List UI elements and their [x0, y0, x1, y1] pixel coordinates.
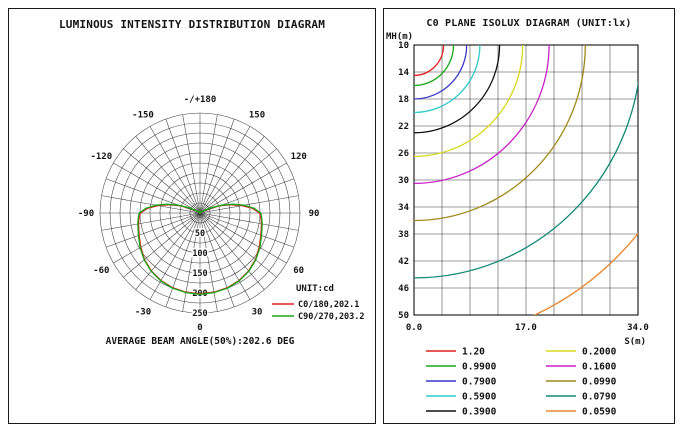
svg-text:250: 250 — [192, 309, 207, 319]
svg-text:0: 0 — [197, 323, 202, 333]
svg-text:0.0590: 0.0590 — [582, 407, 617, 418]
intensity-diagram-title: LUMINOUS INTENSITY DISTRIBUTION DIAGRAM — [58, 18, 326, 31]
svg-text:100: 100 — [192, 249, 207, 259]
svg-text:30: 30 — [398, 176, 409, 186]
svg-text:0.3900: 0.3900 — [462, 407, 497, 418]
svg-text:-90: -90 — [78, 209, 94, 219]
svg-text:AVERAGE BEAM ANGLE(50%):202.6: AVERAGE BEAM ANGLE(50%):202.6 DEG — [106, 336, 295, 347]
svg-text:14: 14 — [398, 68, 409, 78]
svg-text:0.0990: 0.0990 — [582, 377, 617, 388]
svg-text:26: 26 — [398, 149, 409, 159]
isolux-panel: C0 PLANE ISOLUX DIAGRAM (UNIT:lx) MH(m) 1… — [383, 8, 675, 424]
svg-text:120: 120 — [291, 152, 307, 162]
svg-text:0.9900: 0.9900 — [462, 362, 497, 373]
svg-text:C0/180,202.1: C0/180,202.1 — [298, 300, 359, 310]
isolux-chart: MH(m)10 14 18 22 26 30 34 38 42 46 50 0.0 17.0 34.0 S(… — [386, 32, 649, 418]
svg-text:34: 34 — [398, 203, 409, 213]
svg-text:60: 60 — [293, 266, 304, 276]
svg-text:MH(m): MH(m) — [386, 32, 413, 42]
svg-text:10: 10 — [398, 41, 409, 51]
svg-text:34.0: 34.0 — [627, 323, 649, 333]
svg-text:46: 46 — [398, 284, 409, 294]
svg-text:UNIT:cd: UNIT:cd — [296, 284, 334, 294]
svg-text:0.1600: 0.1600 — [582, 362, 617, 373]
svg-text:150: 150 — [249, 110, 265, 120]
svg-text:-120: -120 — [90, 152, 112, 162]
svg-text:22: 22 — [398, 122, 409, 132]
svg-text:50: 50 — [195, 229, 205, 239]
svg-text:150: 150 — [192, 269, 207, 279]
svg-text:-150: -150 — [132, 110, 154, 120]
svg-text:0.7900: 0.7900 — [462, 377, 497, 388]
svg-text:-30: -30 — [135, 308, 151, 318]
svg-text:S(m): S(m) — [624, 337, 646, 347]
svg-text:0.5900: 0.5900 — [462, 392, 497, 403]
intensity-distribution-panel: LUMINOUS INTENSITY DISTRIBUTION DIAGRAM … — [8, 8, 376, 424]
svg-text:42: 42 — [398, 257, 409, 267]
svg-text:90: 90 — [309, 209, 320, 219]
svg-text:17.0: 17.0 — [515, 323, 537, 333]
svg-text:C90/270,203.2: C90/270,203.2 — [298, 312, 365, 322]
svg-text:38: 38 — [398, 230, 409, 240]
intensity-polar-chart: -/+180 150 120 90 60 30 0 -30 -60 -90 -120 -150 50 10… — [78, 95, 365, 347]
svg-text:0.2000: 0.2000 — [582, 347, 617, 358]
svg-text:50: 50 — [398, 311, 409, 321]
svg-text:18: 18 — [398, 95, 409, 105]
svg-text:30: 30 — [252, 308, 263, 318]
svg-text:-60: -60 — [93, 266, 109, 276]
svg-text:0.0: 0.0 — [406, 323, 422, 333]
isolux-diagram-title: C0 PLANE ISOLUX DIAGRAM (UNIT:lx) — [426, 18, 632, 29]
svg-text:1.20: 1.20 — [462, 347, 485, 358]
svg-text:0.0790: 0.0790 — [582, 392, 617, 403]
svg-text:-/+180: -/+180 — [184, 95, 217, 105]
